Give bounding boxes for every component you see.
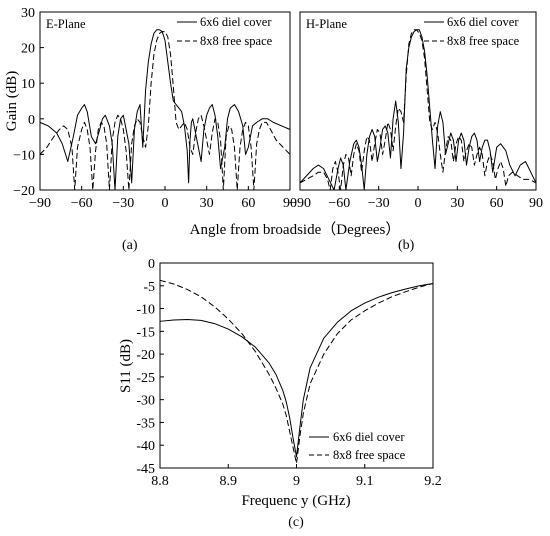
panel-c-curves [159, 279, 434, 464]
panel-b: −90 −60 −30 0 30 60 90 H-Plane 6x6 diel cover … [289, 11, 543, 211]
panel-b-title: H-Plane [306, 17, 347, 31]
x-tick-label: 9.2 [424, 474, 442, 489]
y-tick-label: -5 [143, 280, 155, 295]
panel-a: −90 −60 −30 0 30 60 90 30 20 10 0 −10 −20 E-Plane 6x… [4, 6, 297, 211]
series-line-solid [39, 29, 291, 191]
panel-b-curves [299, 29, 537, 191]
panel-b-legend: 6x6 diel cover 8x8 free space [424, 15, 520, 48]
x-tick-label: −90 [289, 196, 311, 211]
panel-c-ylabel: S11 (dB) [118, 339, 134, 393]
x-tick-label: 9 [293, 474, 300, 489]
x-tick-label: 90 [283, 196, 297, 211]
panel-c-legend: 6x6 diel cover 8x8 free space [309, 430, 406, 462]
y-tick-label: -30 [136, 394, 155, 409]
legend-b-solid-label: 6x6 diel cover [447, 15, 519, 29]
x-tick-label: 30 [450, 196, 464, 211]
panel-a-curves [39, 29, 291, 191]
x-tick-label: 30 [200, 196, 214, 211]
legend-c-solid-label: 6x6 diel cover [333, 430, 405, 444]
x-tick-label: 60 [490, 196, 504, 211]
panel-c: 8.8 8.9 9 9.1 9.2 0 -5 -10 -15 -20 -25 -30 -35 -40 -45… [118, 257, 442, 530]
y-tick-label: −20 [13, 184, 35, 199]
panel-c-xlabel: Frequenc y (GHz) [241, 493, 350, 509]
panel-c-ticks: 8.8 8.9 9 9.1 9.2 0 -5 -10 -15 -20 -25 -30 -35 -40 -45 [136, 257, 441, 489]
panel-a-title: E-Plane [46, 17, 86, 31]
y-tick-label: -20 [136, 348, 155, 363]
panel-b-label: (b) [398, 238, 415, 253]
shared-xlabel: Angle from broadside（Degrees） [190, 221, 401, 238]
x-tick-label: 90 [529, 196, 543, 211]
y-tick-label: 10 [21, 77, 35, 92]
y-tick-label: -35 [136, 416, 155, 431]
panel-a-label: (a) [122, 238, 138, 253]
legend-c-dashed-label: 8x8 free space [333, 448, 406, 462]
panel-a-ticks: −90 −60 −30 0 30 60 90 30 20 10 0 −10 −20 [13, 6, 297, 211]
y-tick-label: -40 [136, 439, 155, 454]
panel-a-ylabel: Gain (dB) [4, 71, 20, 131]
y-tick-label: 0 [28, 113, 35, 128]
panel-a-legend: 6x6 diel cover 8x8 free space [177, 15, 273, 48]
y-tick-label: -25 [136, 371, 155, 386]
panel-b-ticks: −90 −60 −30 0 30 60 90 [289, 186, 543, 211]
x-tick-label: 60 [241, 196, 255, 211]
y-tick-label: −10 [13, 148, 35, 163]
x-tick-label: −90 [29, 196, 51, 211]
legend-a-solid-label: 6x6 diel cover [200, 15, 272, 29]
x-tick-label: 8.9 [220, 474, 238, 489]
y-tick-label: 20 [21, 42, 35, 57]
y-tick-label: 0 [148, 257, 155, 272]
x-tick-label: 0 [415, 196, 422, 211]
x-tick-label: −60 [71, 196, 93, 211]
series-line-dashed [299, 29, 537, 191]
panel-c-label: (c) [288, 515, 304, 530]
x-tick-label: 8.8 [151, 474, 169, 489]
series-line-solid [159, 283, 434, 458]
series-line-dashed [159, 279, 434, 464]
x-tick-label: −30 [112, 196, 134, 211]
y-tick-label: -10 [136, 303, 155, 318]
x-tick-label: −30 [368, 196, 390, 211]
y-tick-label: -15 [136, 325, 155, 340]
legend-b-dashed-label: 8x8 free space [447, 34, 520, 48]
legend-a-dashed-label: 8x8 free space [200, 34, 273, 48]
series-line-dashed [39, 31, 291, 191]
x-tick-label: 9.1 [356, 474, 374, 489]
y-tick-label: -45 [136, 462, 155, 477]
x-tick-label: −60 [328, 196, 350, 211]
series-line-solid [299, 29, 537, 191]
y-tick-label: 30 [21, 6, 35, 21]
x-tick-label: 0 [162, 196, 169, 211]
